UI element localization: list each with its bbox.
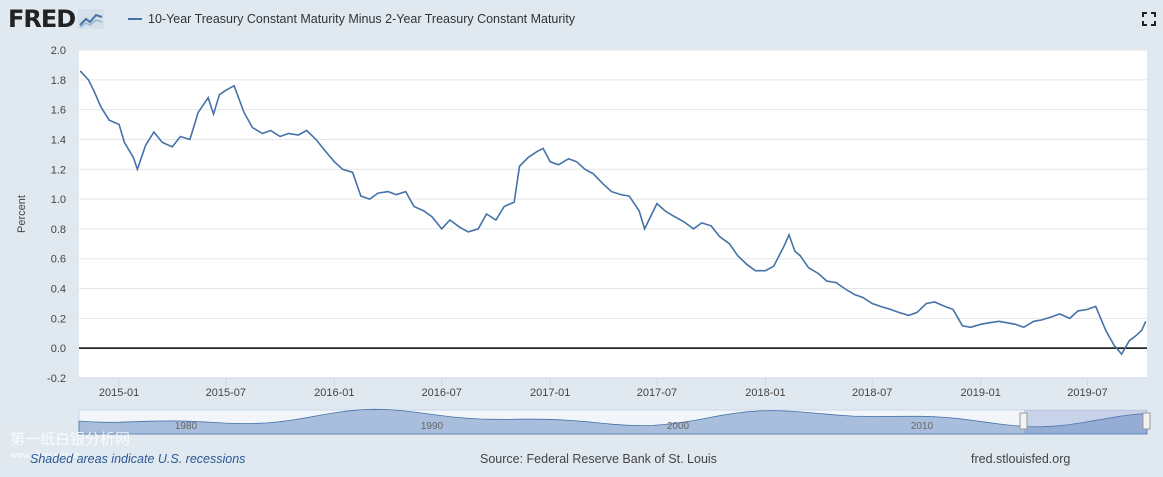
x-tick-label: 2016-01 [314,387,354,399]
navigator-selection[interactable] [1024,410,1147,434]
watermark-url: www.silver.org.cn [10,450,80,460]
y-tick-label: 1.0 [51,194,66,206]
navigator-handle[interactable] [1142,412,1151,430]
x-tick-label: 2018-07 [852,387,892,399]
time-navigator[interactable]: 1980 1990 2000 2010 [78,408,1151,435]
navigator-handle[interactable] [1019,412,1028,430]
chart-trend-icon [78,9,105,29]
x-tick-label: 2016-07 [421,387,461,399]
watermark-text: 第一纸白银分析网 [10,430,131,448]
recessions-link[interactable]: Shaded areas indicate U.S. recessions [30,452,246,466]
navigator-label: 1990 [421,421,444,432]
y-axis-label: Percent [16,195,28,233]
y-tick-label: 1.8 [51,75,66,87]
plot-area [79,50,1147,378]
legend-label: 10-Year Treasury Constant Maturity Minus… [148,12,576,26]
navigator-series [78,408,1148,435]
fullscreen-icon[interactable] [1142,12,1156,26]
y-tick-label: 2.0 [51,45,66,57]
y-tick-label: 0.8 [51,224,66,236]
fred-logo[interactable]: FRED [8,5,105,33]
series-legend[interactable]: 10-Year Treasury Constant Maturity Minus… [128,12,575,26]
y-tick-label: 0.6 [51,254,66,266]
x-tick-label: 2015-01 [99,387,139,399]
x-axis-ticks: 2015-01 2015-07 2016-01 2016-07 2017-01 2017-… [79,377,1147,399]
chart-header: FRED 10-Year Treasury Constant Maturity … [0,0,1163,40]
navigator-label: 2010 [911,421,934,432]
series-line [79,70,1147,356]
y-tick-label: 1.6 [51,105,66,117]
y-tick-label: 0.4 [51,284,66,296]
y-tick-label: 1.2 [51,164,66,176]
x-tick-label: 2019-01 [961,387,1001,399]
y-axis-ticks: 2.0 1.8 1.6 1.4 1.2 1.0 0.8 0.6 0.4 0.2 0.0 -0.2 [47,45,66,385]
navigator-label: 2000 [667,421,690,432]
x-tick-label: 2015-07 [206,387,246,399]
navigator-label: 1980 [175,421,198,432]
legend-swatch [128,18,142,20]
chart-footer: Shaded areas indicate U.S. recessions So… [0,448,1163,470]
line-chart: 2.0 1.8 1.6 1.4 1.2 1.0 0.8 0.6 0.4 0.2 0.0 -0.2 20… [16,45,1151,435]
y-tick-label: 0.0 [51,343,66,355]
site-link[interactable]: fred.stlouisfed.org [971,452,1071,466]
y-tick-label: 1.4 [51,134,66,146]
x-tick-label: 2019-07 [1067,387,1107,399]
y-tick-label: -0.2 [47,373,66,385]
x-tick-label: 2018-01 [745,387,785,399]
logo-text: FRED [8,5,76,33]
x-tick-label: 2017-07 [637,387,677,399]
y-tick-label: 0.2 [51,313,66,325]
source-text: Source: Federal Reserve Bank of St. Loui… [480,452,717,466]
x-tick-label: 2017-01 [530,387,570,399]
